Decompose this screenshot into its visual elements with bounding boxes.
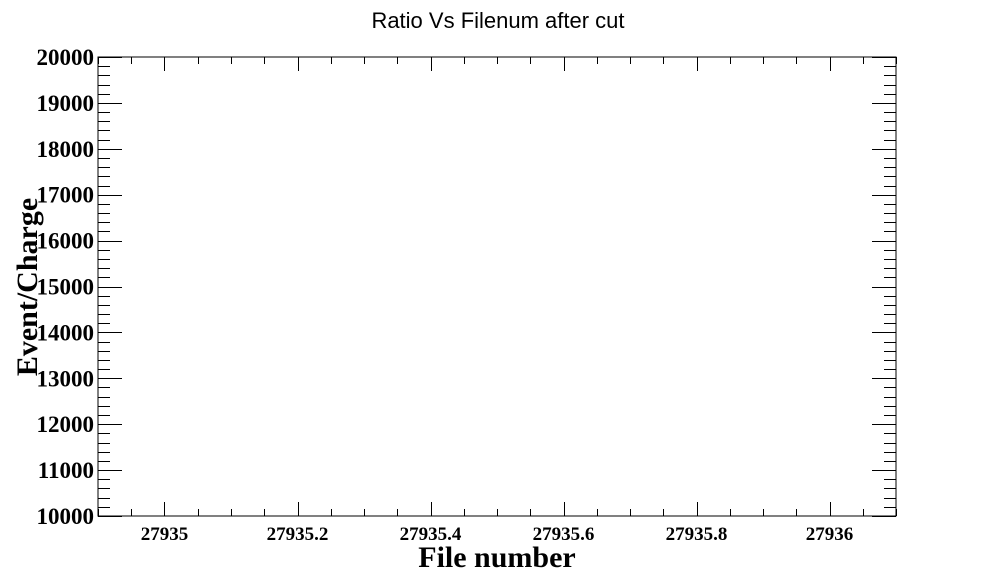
x-tick-label: 27935.2 bbox=[267, 524, 329, 545]
x-tick-label: 27935.8 bbox=[666, 524, 728, 545]
x-axis-label: File number bbox=[418, 541, 576, 574]
y-tick-label: 12000 bbox=[37, 412, 95, 437]
y-tick-label: 18000 bbox=[37, 137, 95, 162]
y-tick-label: 11000 bbox=[38, 458, 94, 483]
y-tick-label: 10000 bbox=[37, 504, 95, 529]
x-tick-label: 27935 bbox=[141, 524, 189, 545]
y-tick-label: 15000 bbox=[37, 275, 95, 300]
axis-ticks bbox=[98, 57, 897, 517]
y-axis-tick-labels: 10000 11000 12000 13000 14000 15000 16000 17000… bbox=[37, 45, 95, 529]
y-tick-label: 13000 bbox=[37, 366, 95, 391]
y-tick-label: 16000 bbox=[37, 229, 95, 254]
x-axis-tick-labels: 27935 27935.2 27935.4 27935.6 27935.8 27936 bbox=[141, 524, 854, 545]
x-tick-label: 27935.4 bbox=[400, 524, 462, 545]
x-tick-label: 27936 bbox=[806, 524, 854, 545]
y-tick-label: 14000 bbox=[37, 320, 95, 345]
x-tick-label: 27935.6 bbox=[533, 524, 595, 545]
y-axis-label: Event/Charge bbox=[11, 198, 44, 376]
y-tick-label: 17000 bbox=[37, 183, 95, 208]
chart-title: Ratio Vs Filenum after cut bbox=[371, 8, 624, 33]
plot-frame bbox=[97, 56, 897, 517]
y-tick-label: 19000 bbox=[37, 91, 95, 116]
y-tick-label: 20000 bbox=[37, 45, 95, 70]
